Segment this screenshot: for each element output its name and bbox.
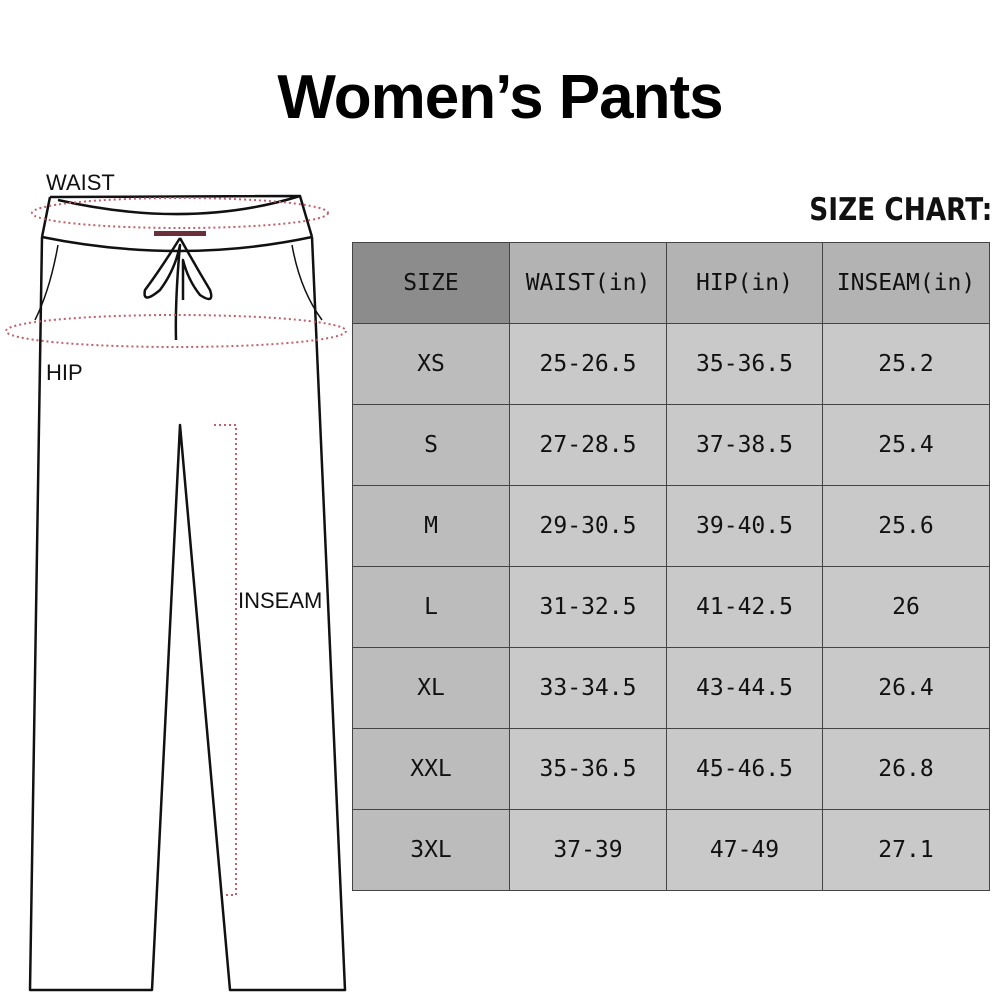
inseam-measure-line	[214, 424, 237, 896]
cell-waist: 27-28.5	[509, 404, 667, 486]
table-row: S 27-28.5 37-38.5 25.4	[352, 404, 990, 486]
drawstring-eyelet	[154, 231, 206, 236]
drawstring	[143, 237, 213, 341]
pants-outline	[28, 236, 347, 992]
cell-inseam: 25.4	[822, 404, 990, 486]
cell-hip: 35-36.5	[666, 323, 823, 405]
cell-hip: 47-49	[666, 809, 823, 891]
header-hip: HIP(in)	[666, 242, 823, 324]
waist-label: WAIST	[46, 170, 115, 195]
table-row: 3XL 37-39 47-49 27.1	[352, 809, 990, 891]
cell-size: XXL	[352, 728, 510, 810]
cell-inseam: 26	[822, 566, 990, 648]
cell-size: L	[352, 566, 510, 648]
table-row: L 31-32.5 41-42.5 26	[352, 566, 990, 648]
size-table: SIZE WAIST(in) HIP(in) INSEAM(in) XS 25-2…	[352, 242, 990, 891]
header-inseam: INSEAM(in)	[822, 242, 990, 324]
header-size: SIZE	[352, 242, 510, 324]
table-row: M 29-30.5 39-40.5 25.6	[352, 485, 990, 567]
inseam-label: INSEAM	[238, 588, 323, 613]
cell-size: 3XL	[352, 809, 510, 891]
cell-waist: 29-30.5	[509, 485, 667, 567]
cell-inseam: 25.2	[822, 323, 990, 405]
table-row: XS 25-26.5 35-36.5 25.2	[352, 323, 990, 405]
cell-inseam: 27.1	[822, 809, 990, 891]
cell-hip: 37-38.5	[666, 404, 823, 486]
cell-waist: 35-36.5	[509, 728, 667, 810]
table-row: XXL 35-36.5 45-46.5 26.8	[352, 728, 990, 810]
pants-diagram	[5, 194, 347, 992]
cell-size: M	[352, 485, 510, 567]
size-chart-label: SIZE CHART:	[808, 192, 992, 228]
cell-waist: 25-26.5	[509, 323, 667, 405]
cell-waist: 31-32.5	[509, 566, 667, 648]
header-waist: WAIST(in)	[509, 242, 667, 324]
pocket-left	[34, 244, 59, 321]
cell-inseam: 25.6	[822, 485, 990, 567]
pocket-right	[291, 244, 323, 321]
cell-hip: 41-42.5	[666, 566, 823, 648]
cell-waist: 37-39	[509, 809, 667, 891]
cell-inseam: 26.4	[822, 647, 990, 729]
hip-measure-line	[5, 314, 347, 348]
cell-size: S	[352, 404, 510, 486]
cell-hip: 45-46.5	[666, 728, 823, 810]
waist-measure-line	[31, 197, 329, 229]
cell-hip: 43-44.5	[666, 647, 823, 729]
cell-inseam: 26.8	[822, 728, 990, 810]
cell-size: XL	[352, 647, 510, 729]
table-row: XL 33-34.5 43-44.5 26.4	[352, 647, 990, 729]
hip-label: HIP	[46, 360, 83, 385]
cell-size: XS	[352, 323, 510, 405]
cell-hip: 39-40.5	[666, 485, 823, 567]
cell-waist: 33-34.5	[509, 647, 667, 729]
table-header-row: SIZE WAIST(in) HIP(in) INSEAM(in)	[352, 242, 990, 324]
page-title: Women’s Pants	[277, 63, 723, 132]
